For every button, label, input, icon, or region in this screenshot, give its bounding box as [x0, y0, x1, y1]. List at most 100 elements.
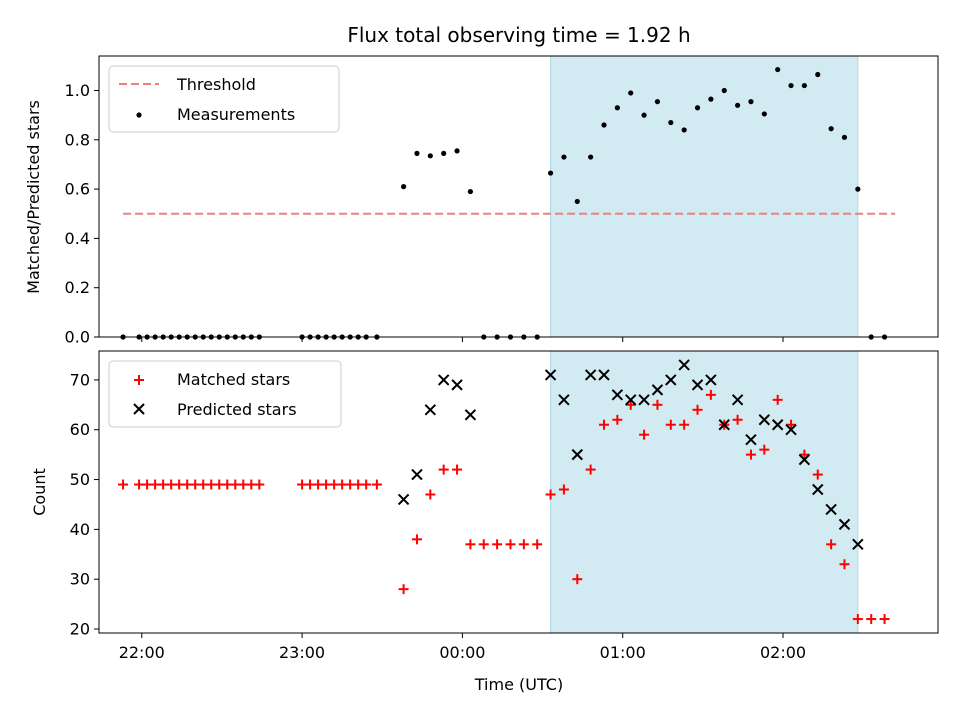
predicted-star-marker: [411, 468, 423, 481]
predicted-star-marker: [638, 394, 650, 406]
observing-interval-shade: [550, 350, 859, 634]
bottom-axes-frame: [98, 350, 939, 634]
predicted-star-markers: [397, 359, 864, 551]
figure-title: Flux total observing time = 1.92 h: [347, 23, 690, 47]
matched-star-marker: [425, 489, 436, 500]
predicted-star-marker: [584, 369, 597, 381]
predicted-star-marker: [678, 359, 690, 371]
measurement-point: [694, 105, 701, 111]
y-tick-label: 50: [70, 470, 90, 489]
y-tick-label: 1.0: [65, 81, 90, 100]
matched-star-marker: [478, 539, 489, 550]
y-tick-label: 40: [70, 520, 90, 539]
measurement-point: [708, 96, 714, 102]
matched-star-marker: [705, 389, 716, 400]
matched-legend-swatch: [134, 375, 144, 385]
matched-star-marker: [732, 414, 743, 425]
y-tick-label: 70: [70, 370, 90, 389]
matched-star-marker: [759, 444, 770, 455]
matched-star-marker: [545, 489, 556, 500]
x-tick-label: 02:00: [760, 643, 806, 662]
top-ticks: 0.0 0.2 0.4 0.6 0.8 1.0: [65, 81, 784, 347]
predicted-star-marker: [691, 379, 704, 391]
measurement-point: [735, 102, 741, 108]
matched-star-marker: [452, 464, 463, 475]
y-tick-label: 0.6: [65, 180, 90, 199]
measurement-point: [761, 111, 767, 117]
matched-star-marker: [799, 449, 810, 460]
matched-star-marker: [665, 419, 676, 430]
x-tick-label: 00:00: [439, 643, 485, 662]
measurement-point: [721, 87, 727, 94]
predicted-star-marker: [651, 384, 664, 396]
matched-star-marker: [254, 479, 265, 490]
measurement-point: [561, 154, 567, 160]
top-shaded-interval: [550, 55, 859, 338]
x-tick-label: 23:00: [279, 643, 325, 662]
measurement-point: [628, 90, 634, 96]
predicted-star-marker: [571, 448, 583, 461]
predicted-star-marker: [611, 389, 624, 401]
matched-star-marker: [612, 414, 623, 425]
predicted-star-marker: [731, 394, 744, 406]
bottom-shaded-interval: [550, 350, 859, 634]
x-tick-label: 22:00: [119, 643, 165, 662]
matched-star-marker: [839, 559, 850, 570]
matched-star-marker: [786, 419, 797, 430]
measurements-legend-swatch: [136, 112, 142, 118]
predicted-star-marker: [424, 404, 437, 416]
matched-star-marker: [745, 449, 756, 460]
measurement-point: [614, 105, 620, 111]
matched-star-marker: [866, 614, 877, 625]
matched-star-marker: [465, 539, 476, 550]
matched-star-marker: [398, 584, 409, 595]
matched-star-marker: [492, 539, 503, 550]
y-tick-label: 30: [70, 570, 90, 589]
bottom-legend: Matched stars Predicted stars: [108, 360, 342, 428]
bottom-legend-box: [108, 360, 342, 428]
measurement-point: [654, 99, 661, 105]
measurement-point: [815, 71, 821, 78]
matched-star-marker: [118, 479, 129, 490]
predicted-star-marker: [598, 369, 610, 381]
matched-star-marker: [532, 539, 543, 550]
predicted-star-marker: [812, 483, 824, 496]
measurement-point: [401, 184, 407, 190]
predicted-star-marker: [852, 538, 864, 551]
matched-star-marker: [652, 399, 663, 410]
predicted-star-marker: [745, 433, 757, 446]
predicted-star-marker: [838, 518, 851, 531]
measurement-points: [120, 66, 888, 340]
measurement-point: [828, 126, 834, 132]
predicted-star-marker: [397, 493, 410, 506]
y-tick-label: 0.4: [65, 229, 90, 248]
matched-star-marker: [411, 534, 422, 545]
measurement-point: [454, 148, 460, 154]
matched-star-marker: [679, 419, 690, 430]
top-axes-frame: [98, 55, 939, 338]
measurement-point: [588, 154, 594, 160]
y-tick-label: 0.8: [65, 130, 90, 149]
predicted-star-marker: [451, 379, 463, 391]
matched-star-marker: [772, 394, 783, 405]
matched-star-marker: [625, 399, 636, 410]
predicted-star-marker: [785, 424, 797, 436]
measurement-point: [574, 198, 580, 205]
measurement-point: [641, 112, 647, 118]
matched-star-marker: [852, 614, 863, 625]
predicted-star-marker: [825, 503, 837, 516]
measurement-point: [547, 170, 554, 176]
predicted-star-marker: [705, 374, 717, 386]
matched-star-marker: [879, 614, 890, 625]
predicted-star-marker: [544, 369, 557, 381]
matched-star-marker: [692, 404, 703, 415]
threshold-legend-label: Threshold: [176, 75, 256, 94]
observing-interval-shade: [550, 55, 859, 338]
predicted-star-marker: [558, 394, 570, 406]
predicted-star-marker: [771, 419, 784, 431]
x-axis-label: Time (UTC): [474, 675, 563, 694]
measurement-point: [414, 150, 420, 156]
measurements-legend-label: Measurements: [177, 105, 295, 124]
y-tick-label: 0.0: [65, 328, 90, 347]
